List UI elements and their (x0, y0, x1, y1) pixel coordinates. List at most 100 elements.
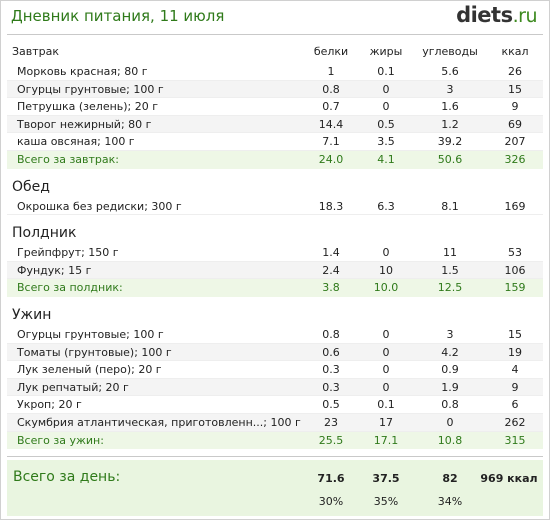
meal-total-kcal: 159 (504, 281, 526, 295)
food-fat: 17 (379, 415, 393, 429)
meal-header: Завтрак белки жиры углеводы ккал (7, 41, 543, 63)
food-protein: 14.4 (318, 117, 344, 131)
header: Дневник питания, 11 июля diets.ru (1, 1, 549, 35)
day-total-carbs: 82 (442, 472, 458, 485)
food-protein: 1 (327, 65, 335, 78)
food-row: Лук репчатый; 20 г 0.3 0 1.9 9 (7, 378, 543, 397)
food-protein: 7.1 (322, 135, 340, 149)
food-name: Морковь красная; 80 г (17, 65, 148, 78)
meal-total-row: Всего за завтрак: 24.0 4.1 50.6 326 (7, 150, 543, 169)
food-carbs: 39.2 (437, 135, 463, 149)
meal-spacer (7, 169, 543, 177)
food-kcal: 19 (508, 345, 522, 359)
meal-name: Ужин (12, 306, 52, 323)
food-kcal: 262 (504, 415, 526, 429)
page-title: Дневник питания, 11 июля (11, 7, 225, 25)
meal-total-carbs: 12.5 (437, 281, 463, 295)
food-name: Лук репчатый; 20 г (17, 380, 129, 394)
food-kcal: 26 (508, 65, 522, 78)
day-total-panel: Всего за день: 71.6 37.5 82 969 ккал 30%… (7, 460, 543, 516)
food-carbs: 1.9 (441, 380, 459, 394)
food-name: Томаты (грунтовые); 100 г (17, 345, 172, 359)
food-fat: 0 (382, 380, 390, 394)
column-header-kcal: ккал (501, 45, 529, 58)
food-protein: 1.4 (322, 246, 340, 260)
meal-total-row: Всего за ужин: 25.5 17.1 10.8 315 (7, 431, 543, 450)
food-row: Окрошка без редиски; 300 г 18.3 6.3 8.1 169 (7, 197, 543, 216)
meal-total-protein: 24.0 (318, 152, 344, 166)
food-name: каша овсяная; 100 г (17, 135, 135, 149)
food-fat: 0 (382, 82, 390, 96)
food-name: Грейпфрут; 150 г (17, 246, 119, 260)
food-protein: 0.3 (322, 380, 340, 394)
day-fat-percent: 35% (373, 495, 399, 508)
food-carbs: 0 (446, 415, 454, 429)
meal-total-protein: 3.8 (322, 281, 340, 295)
food-protein: 18.3 (318, 199, 344, 213)
food-kcal: 15 (508, 327, 522, 341)
food-fat: 0 (382, 100, 390, 114)
meal-spacer (7, 215, 543, 223)
food-fat: 0 (382, 345, 390, 359)
food-row: Грейпфрут; 150 г 1.4 0 11 53 (7, 244, 543, 262)
food-row: Томаты (грунтовые); 100 г 0.6 0 4.2 19 (7, 343, 543, 362)
food-kcal: 106 (504, 263, 526, 277)
food-fat: 10 (379, 263, 393, 277)
food-row: Огурцы грунтовые; 100 г 0.8 0 3 15 (7, 325, 543, 344)
food-carbs: 3 (446, 327, 454, 341)
food-kcal: 15 (508, 82, 522, 96)
column-header-fat: жиры (369, 45, 403, 58)
food-carbs: 5.6 (441, 65, 459, 78)
food-protein: 23 (324, 415, 338, 429)
meal-header: Обед (7, 177, 543, 198)
meal-total-label: Всего за полдник: (17, 281, 123, 295)
food-protein: 0.7 (322, 100, 340, 114)
meal-total-fat: 17.1 (373, 433, 399, 447)
food-row: каша овсяная; 100 г 7.1 3.5 39.2 207 (7, 133, 543, 151)
food-fat: 3.5 (377, 135, 395, 149)
food-name: Окрошка без редиски; 300 г (17, 199, 182, 213)
logo-main-text: diets (456, 3, 513, 27)
meal-table: Завтрак белки жиры углеводы ккал Морковь крас… (7, 41, 543, 450)
food-row: Укроп; 20 г 0.5 0.1 0.8 6 (7, 396, 543, 414)
food-kcal: 9 (511, 380, 519, 394)
meal-total-fat: 10.0 (373, 281, 399, 295)
food-fat: 0.1 (377, 65, 395, 78)
food-row: Скумбрия атлантическая, приготовленн...;… (7, 413, 543, 432)
header-divider (7, 34, 543, 35)
meal-total-kcal: 315 (504, 433, 526, 447)
food-name: Скумбрия атлантическая, приготовленн...;… (17, 415, 301, 429)
meal-total-label: Всего за ужин: (17, 433, 104, 447)
meal-total-carbs: 10.8 (437, 433, 463, 447)
food-carbs: 0.9 (441, 363, 459, 377)
food-row: Лук зеленый (перо); 20 г 0.3 0 0.9 4 (7, 361, 543, 379)
food-protein: 0.3 (322, 363, 340, 377)
day-total-protein: 71.6 (317, 472, 345, 485)
food-kcal: 69 (508, 117, 522, 131)
meal-total-kcal: 326 (504, 152, 526, 166)
food-carbs: 8.1 (441, 199, 459, 213)
food-kcal: 6 (511, 398, 519, 412)
logo-suffix-text: .ru (512, 5, 538, 27)
food-kcal: 207 (504, 135, 526, 149)
food-name: Огурцы грунтовые; 100 г (17, 327, 164, 341)
meal-total-protein: 25.5 (318, 433, 344, 447)
food-name: Лук зеленый (перо); 20 г (17, 363, 162, 377)
food-name: Петрушка (зелень); 20 г (17, 100, 159, 114)
site-logo[interactable]: diets.ru (456, 3, 537, 27)
food-row: Огурцы грунтовые; 100 г 0.8 0 3 15 (7, 80, 543, 99)
column-header-protein: белки (313, 45, 349, 58)
day-total-label: Всего за день: (13, 469, 121, 485)
food-carbs: 4.2 (441, 345, 459, 359)
food-carbs: 11 (443, 246, 457, 260)
food-fat: 0 (382, 327, 390, 341)
meal-total-label: Всего за завтрак: (17, 152, 120, 166)
meal-spacer (7, 297, 543, 305)
food-kcal: 169 (504, 199, 526, 213)
food-carbs: 1.2 (441, 117, 459, 131)
food-carbs: 0.8 (441, 398, 459, 412)
food-fat: 0 (382, 246, 390, 260)
meal-name: Обед (12, 178, 50, 195)
food-protein: 0.5 (322, 398, 340, 412)
food-row: Творог нежирный; 80 г 14.4 0.5 1.2 69 (7, 115, 543, 134)
